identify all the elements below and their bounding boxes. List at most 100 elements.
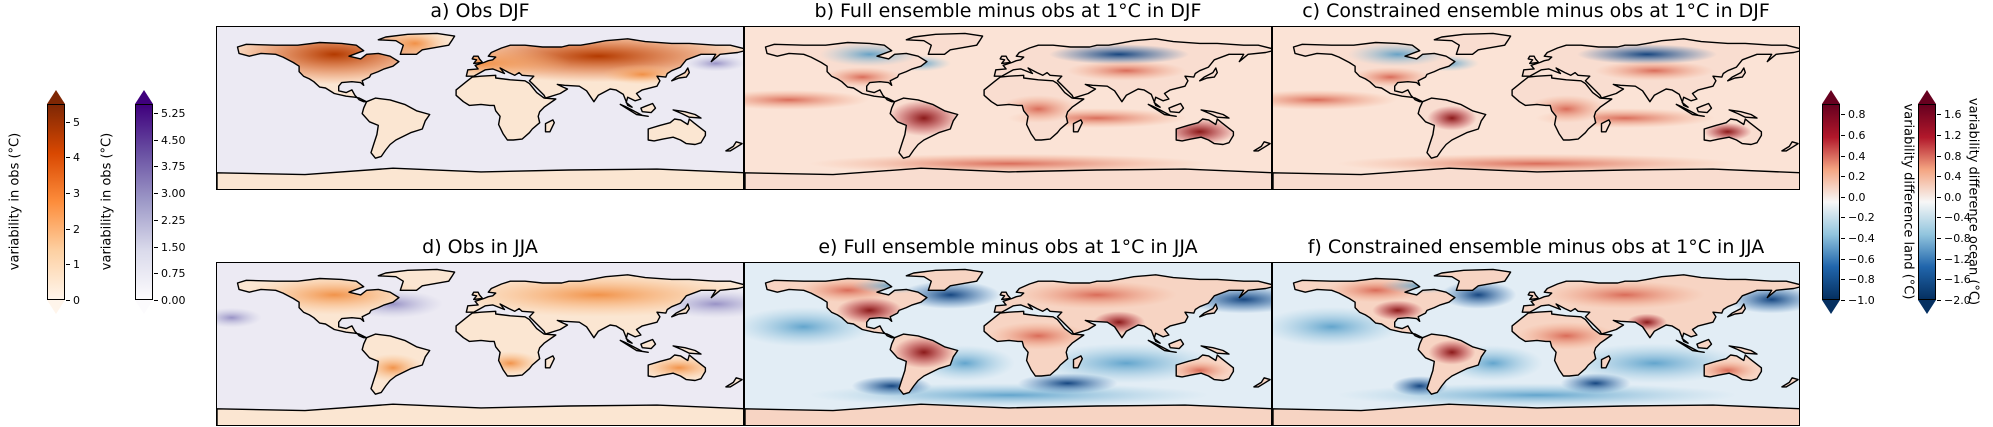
colorbar-land-obs-label: variability in obs (°C)	[7, 132, 23, 271]
colorbar-land-diff	[1822, 104, 1840, 300]
coastline-greenland	[377, 268, 456, 291]
coastline-newguinea	[1728, 345, 1758, 355]
coastline-indonesia	[619, 339, 649, 354]
colorbar-tick-label: −0.6	[1841, 252, 1875, 266]
coastline-antarctica	[1273, 167, 1799, 189]
coastline-borneo	[1168, 102, 1185, 114]
colorbar-tick-label: 4.50	[154, 133, 186, 147]
colorbar-tick-label: 0.2	[1841, 170, 1866, 184]
colorbar-tick-label: −0.2	[1841, 211, 1875, 225]
coastline-eurasia	[993, 274, 1271, 344]
coastline-eurasia	[1521, 38, 1799, 108]
colorbar-tick-label: −0.4	[1937, 211, 1971, 225]
colorbar-land-obs	[47, 104, 65, 300]
coastline-madagascar	[1072, 119, 1083, 133]
coastline-newguinea	[1728, 109, 1758, 119]
coastline-uk	[999, 291, 1012, 301]
coastline-japan	[671, 67, 690, 82]
panel-title-e: e) Full ensemble minus obs at 1°C in JJA	[818, 236, 1198, 258]
colorbar-tick-label: 5	[66, 115, 80, 129]
coastline-africa	[1511, 310, 1613, 377]
coastline-greenland	[905, 268, 984, 291]
coastline-newzealand	[1781, 141, 1799, 152]
coastline-uk	[471, 291, 484, 301]
coastline-antarctica	[745, 167, 1271, 189]
colorbar-tick-label: 2	[66, 222, 80, 236]
coastline-southamerica	[1417, 97, 1487, 159]
coastline-southamerica	[1417, 333, 1487, 395]
cb2-max-arrow	[135, 90, 153, 104]
coastline-northamerica	[1292, 277, 1456, 339]
panel-title-f: f) Constrained ensemble minus obs at 1°C…	[1307, 236, 1765, 258]
coastline-australia	[1703, 354, 1763, 382]
colorbar-tick-label: −0.4	[1841, 232, 1875, 246]
colorbar-tick-label: 1.6	[1937, 108, 1962, 122]
coastline-indonesia	[1147, 103, 1177, 118]
coastline-southamerica	[889, 333, 959, 395]
colorbar-tick-label: 0.4	[1937, 170, 1962, 184]
coastline-africa	[455, 310, 557, 377]
coastline-australia	[1175, 354, 1235, 382]
coastline-borneo	[1696, 338, 1713, 350]
coastline-eurasia	[465, 38, 743, 108]
colorbar-tick-label: 0.75	[154, 267, 186, 281]
coastline-southamerica	[889, 97, 959, 159]
coastline-japan	[671, 303, 690, 318]
coastline-madagascar	[544, 119, 555, 133]
colorbar-tick-label: 4	[66, 151, 80, 165]
coastline-southamerica	[361, 97, 431, 159]
coastline-newguinea	[1200, 345, 1230, 355]
colorbar-land-diff-label: variability difference land (°C)	[1900, 103, 1916, 300]
coastline-uk	[1527, 55, 1540, 65]
colorbar-tick-label: 3.75	[154, 160, 186, 174]
cb1-max-arrow	[47, 90, 65, 104]
cb3-min-arrow	[1822, 300, 1840, 314]
cb4-min-arrow	[1918, 300, 1936, 314]
coastline-borneo	[640, 338, 657, 350]
map-svg	[217, 263, 743, 425]
coastline-eurasia	[1521, 274, 1799, 344]
coastline-madagascar	[1072, 355, 1083, 369]
coastline-indonesia	[619, 103, 649, 118]
coastline-newguinea	[672, 109, 702, 119]
coastline-newzealand	[1253, 141, 1271, 152]
panel-title-a: a) Obs DJF	[430, 0, 530, 22]
colorbar-tick-label: −0.8	[1937, 232, 1971, 246]
coastline-northamerica	[236, 277, 400, 339]
coastline-japan	[1727, 67, 1746, 82]
colorbar-tick-label: −1.2	[1937, 252, 1971, 266]
map-panel-e	[744, 262, 1272, 426]
coastline-borneo	[640, 102, 657, 114]
coastline-greenland	[377, 32, 456, 55]
coastline-northamerica	[236, 41, 400, 103]
colorbar-tick-label: −0.8	[1841, 273, 1875, 287]
coastline-antarctica	[217, 167, 743, 189]
colorbar-tick-label: 0.8	[1841, 108, 1866, 122]
coastline-antarctica	[217, 403, 743, 425]
coastline-southamerica	[361, 333, 431, 395]
coastline-australia	[1175, 118, 1235, 146]
coastline-newguinea	[672, 345, 702, 355]
coastline-indonesia	[1675, 339, 1705, 354]
coastline-indonesia	[1147, 339, 1177, 354]
coastline-eurasia	[465, 274, 743, 344]
coastline-northamerica	[1292, 41, 1456, 103]
coastline-greenland	[1433, 32, 1512, 55]
colorbar-tick-label: 0.00	[154, 294, 186, 307]
cb2-min-arrow	[135, 300, 153, 314]
coastline-borneo	[1696, 102, 1713, 114]
colorbar-ocean-diff-label: variability difference ocean (°C)	[1965, 97, 1981, 306]
colorbar-tick-label: 3.00	[154, 187, 186, 201]
coastline-australia	[647, 118, 707, 146]
coastline-uk	[999, 55, 1012, 65]
panel-title-b: b) Full ensemble minus obs at 1°C in DJF	[814, 0, 1202, 22]
colorbar-tick-label: 0.8	[1937, 149, 1962, 163]
colorbar-tick-label: −1.0	[1841, 294, 1875, 307]
cb4-max-arrow	[1918, 90, 1936, 104]
map-svg	[217, 27, 743, 189]
coastline-antarctica	[1273, 403, 1799, 425]
coastline-japan	[1199, 67, 1218, 82]
coastline-australia	[647, 354, 707, 382]
coastline-japan	[1199, 303, 1218, 318]
coastline-uk	[471, 55, 484, 65]
